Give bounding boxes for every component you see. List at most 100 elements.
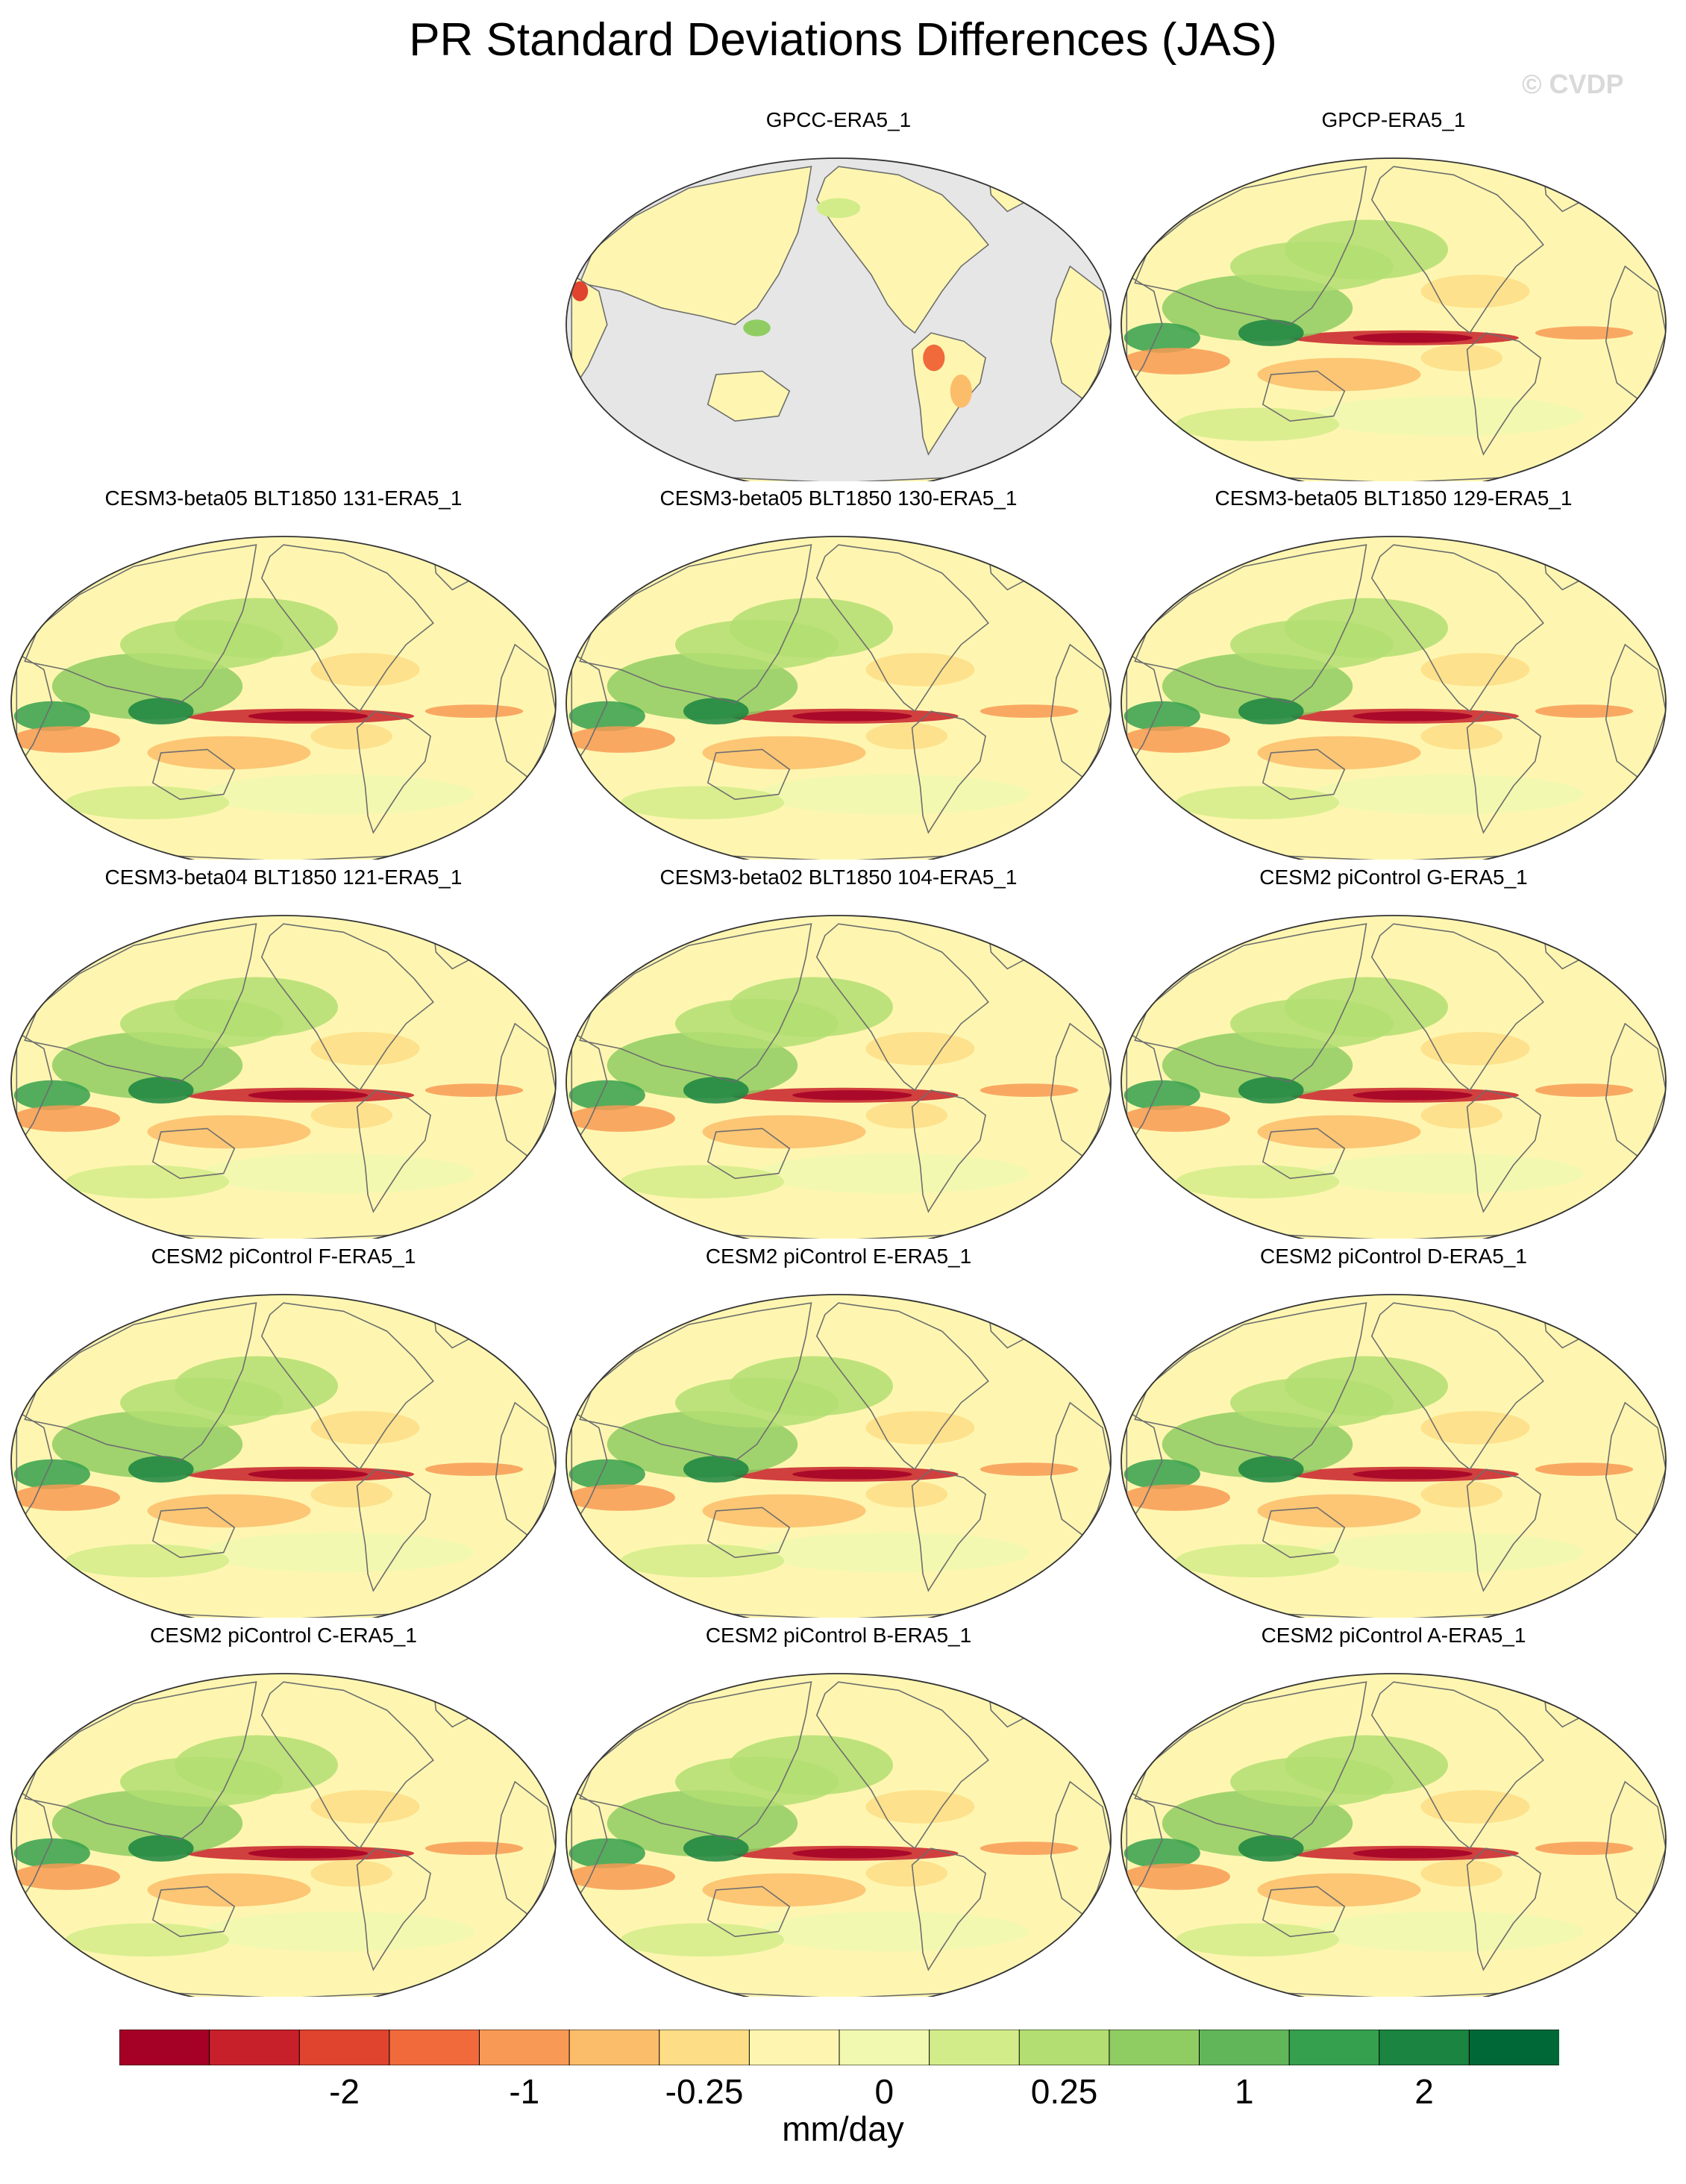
coastline-asia <box>24 1302 257 1462</box>
colorbar-tick-label: -2 <box>329 2072 360 2111</box>
field-feature <box>128 698 194 725</box>
field-feature <box>1535 1083 1634 1097</box>
map-svg <box>1121 1673 1667 1997</box>
field-feature <box>310 1480 393 1508</box>
coastline-north-america <box>1370 1302 1544 1471</box>
colorbar-swatch <box>659 2029 750 2066</box>
field-feature <box>310 653 420 686</box>
map-panel: CESM3-beta05 BLT1850 131-ERA5_1 <box>7 486 560 860</box>
field-feature <box>683 698 749 725</box>
colorbar-tick-label: -1 <box>509 2072 540 2111</box>
panel-title: CESM2 piControl G-ERA5_1 <box>1259 866 1528 889</box>
panel-title: CESM2 piControl B-ERA5_1 <box>705 1624 972 1647</box>
colorbar-swatch <box>1288 2029 1380 2066</box>
field-feature <box>792 1469 912 1480</box>
field-feature <box>1285 977 1448 1037</box>
map-border <box>10 1294 557 1618</box>
field-feature <box>1257 1494 1421 1528</box>
field-feature <box>1420 344 1503 372</box>
coastline-asia <box>1134 544 1367 704</box>
colorbar-units: mm/day <box>782 2109 904 2148</box>
map-panel: GPCC-ERA5_1 <box>562 108 1115 481</box>
map-field <box>11 1295 556 1618</box>
coastline-north-america <box>815 1681 989 1850</box>
field-feature <box>568 701 645 731</box>
coastline-asia <box>579 923 812 1083</box>
coastline-north-america <box>1370 1681 1544 1850</box>
field-feature <box>51 1032 243 1099</box>
field-feature <box>11 726 120 753</box>
coastline-australia <box>1262 1506 1346 1559</box>
coastline-australia <box>706 1127 791 1180</box>
colorbar-tick-label: 0 <box>874 2072 894 2111</box>
field-feature <box>147 736 311 770</box>
field-feature <box>1121 1863 1230 1890</box>
field-feature <box>310 1411 420 1445</box>
field-feature <box>310 1101 393 1129</box>
colorbar-swatch <box>929 2029 1021 2066</box>
field-feature <box>201 774 474 815</box>
field-feature <box>1285 219 1448 280</box>
field-feature <box>568 1838 645 1868</box>
map-panel: CESM3-beta02 BLT1850 104-ERA5_1 <box>562 866 1115 1239</box>
field-feature <box>1535 326 1634 340</box>
field-feature <box>1257 1873 1421 1907</box>
field-feature <box>621 1923 784 1957</box>
map-svg <box>1121 1294 1667 1618</box>
field-feature <box>1285 1735 1448 1795</box>
field-feature <box>792 711 912 722</box>
field-feature <box>566 1105 675 1132</box>
field-feature <box>1176 407 1339 442</box>
coastline-south-america <box>1466 1468 1541 1592</box>
field-feature <box>1353 1469 1473 1480</box>
field-feature <box>248 711 369 722</box>
coastline-australia <box>1262 748 1346 801</box>
field-feature <box>865 1859 948 1887</box>
field-feature <box>1420 1480 1503 1508</box>
field-feature <box>566 1484 675 1511</box>
colorbar-swatch <box>1109 2029 1200 2066</box>
coastline-south-america <box>1466 1089 1541 1213</box>
field-feature <box>566 726 675 753</box>
colorbar-swatch <box>389 2029 480 2066</box>
coastline-south-america <box>911 1847 986 1971</box>
colorbar-swatch <box>839 2029 930 2066</box>
map-panel: CESM3-beta04 BLT1850 121-ERA5_1 <box>7 866 560 1239</box>
panel-title: CESM3-beta04 BLT1850 121-ERA5_1 <box>104 866 463 889</box>
panel-title: CESM2 piControl E-ERA5_1 <box>705 1245 972 1268</box>
field-feature <box>11 1105 120 1132</box>
field-feature <box>756 1532 1030 1573</box>
coastline-australia <box>151 1506 236 1559</box>
map-svg <box>565 915 1112 1239</box>
coastline-south-america <box>911 1089 986 1213</box>
map-field <box>11 1674 556 1997</box>
coastline-asia <box>1134 1302 1367 1462</box>
field-feature <box>568 1459 645 1489</box>
field-feature <box>1353 1848 1473 1859</box>
field-feature <box>310 1859 393 1887</box>
field-feature <box>756 1911 1030 1952</box>
map-svg <box>565 1673 1112 1997</box>
colorbar-tick-label: 2 <box>1414 2072 1434 2111</box>
field-feature <box>865 653 975 686</box>
coastline-asia <box>579 544 812 704</box>
map-border <box>1121 157 1667 481</box>
panel-title: GPCP-ERA5_1 <box>1321 108 1466 131</box>
coastline-south-america <box>1466 710 1541 834</box>
field-feature <box>66 1165 229 1199</box>
field-feature <box>1121 348 1230 375</box>
map-field <box>1121 916 1666 1239</box>
field-feature <box>730 1356 893 1416</box>
field-feature <box>980 1462 1079 1476</box>
coastline-australia <box>151 1127 236 1180</box>
field-feature <box>147 1873 311 1907</box>
map-panel: CESM3-beta05 BLT1850 129-ERA5_1 <box>1118 486 1670 860</box>
panel-title: CESM3-beta05 BLT1850 130-ERA5_1 <box>659 486 1018 510</box>
field-feature <box>201 1532 474 1573</box>
field-feature <box>683 1456 749 1483</box>
field-feature <box>1238 698 1304 725</box>
field-feature <box>1311 1153 1585 1194</box>
field-feature <box>865 722 948 750</box>
map-svg <box>565 1294 1112 1618</box>
map-field <box>11 916 556 1239</box>
